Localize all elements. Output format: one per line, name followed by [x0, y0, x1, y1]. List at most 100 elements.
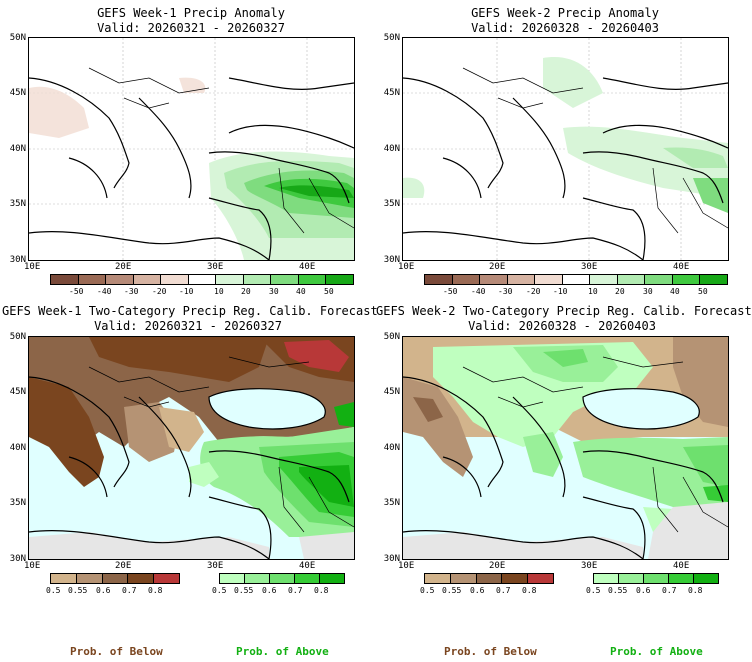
colorbar-label: -50 [443, 287, 458, 296]
panel-bl-title: GEFS Week-1 Two-Category Precip Reg. Cal… [2, 304, 378, 334]
colorbar-swatch [476, 574, 503, 583]
colorbar-label: 0.6 [636, 586, 651, 595]
colorbar-swatch [700, 275, 728, 284]
lon-label: 20E [489, 561, 506, 571]
colorbar-label: 0.5 [420, 586, 435, 595]
colorbar-swatch [452, 275, 481, 284]
lon-label: 30E [207, 262, 224, 272]
colorbar-swatch [188, 275, 217, 284]
colorbar-label: 0.5 [212, 586, 227, 595]
colorbar-label: 0.7 [496, 586, 511, 595]
colorbar-swatch [270, 574, 295, 583]
colorbar-swatch [507, 275, 536, 284]
panel-br-title: GEFS Week-2 Two-Category Precip Reg. Cal… [376, 304, 752, 334]
colorbar-swatch [320, 574, 344, 583]
colorbar-swatch [617, 275, 646, 284]
lat-label: 50N [9, 33, 26, 43]
colorbar-label: 40 [670, 287, 680, 296]
colorbar-swatch [480, 275, 508, 284]
colorbar-swatch [450, 574, 477, 583]
colorbar-label: 40 [296, 287, 306, 296]
colorbar-swatch [216, 275, 244, 284]
colorbar-swatch [535, 275, 563, 284]
panel-br-map [402, 336, 729, 560]
colorbar-swatch [326, 275, 354, 284]
colorbar-swatch [528, 574, 553, 583]
colorbar-label: 20 [241, 287, 251, 296]
lat-label: 40N [383, 144, 400, 154]
colorbar-swatch [502, 574, 529, 583]
lat-label: 35N [383, 498, 400, 508]
colorbar-label: -50 [69, 287, 84, 296]
lon-label: 20E [489, 262, 506, 272]
colorbar-label: 0.6 [262, 586, 277, 595]
panel-tl-title-line2: Valid: 20260321 - 20260327 [97, 21, 285, 35]
colorbar-swatch [669, 574, 694, 583]
panel-tr-title-line1: GEFS Week-2 Precip Anomaly [471, 6, 659, 20]
lon-label: 40E [673, 262, 690, 272]
lat-label: 40N [9, 144, 26, 154]
colorbar-label: 0.5 [46, 586, 61, 595]
colorbar-label: 0.8 [522, 586, 537, 595]
panel-tl-map [28, 37, 355, 261]
colorbar-label: 0.55 [234, 586, 254, 595]
lat-label: 45N [9, 88, 26, 98]
colorbar-label: -20 [526, 287, 541, 296]
colorbar-label: 0.7 [122, 586, 137, 595]
lat-label: 30N [383, 554, 400, 564]
lat-label: 40N [9, 443, 26, 453]
colorbar-label: 0.55 [68, 586, 88, 595]
lon-label: 40E [299, 262, 316, 272]
prob-below-label-br: Prob. of Below [444, 645, 537, 658]
colorbar-swatch [295, 574, 320, 583]
colorbar-label: 0.55 [442, 586, 462, 595]
lon-label: 30E [581, 262, 598, 272]
colorbar-label: 20 [615, 287, 625, 296]
colorbar-swatch [220, 574, 245, 583]
lon-label: 20E [115, 262, 132, 272]
below-colorbar-br [424, 573, 554, 584]
colorbar-swatch [594, 574, 619, 583]
colorbar-label: -20 [152, 287, 167, 296]
lon-label: 30E [207, 561, 224, 571]
colorbar-swatch [102, 574, 129, 583]
colorbar-swatch [161, 275, 189, 284]
colorbar-label: -40 [97, 287, 112, 296]
lat-label: 45N [383, 88, 400, 98]
colorbar-swatch [590, 275, 618, 284]
colorbar-label: 10 [588, 287, 598, 296]
lon-label: 10E [398, 262, 415, 272]
colorbar-swatch [694, 574, 718, 583]
colorbar-label: 10 [214, 287, 224, 296]
colorbar-swatch [133, 275, 162, 284]
colorbar-swatch [154, 574, 179, 583]
colorbar-label: 30 [643, 287, 653, 296]
above-colorbar-br [593, 573, 719, 584]
colorbar-swatch [243, 275, 272, 284]
anomaly-colorbar-tr [424, 274, 728, 285]
lat-label: 50N [9, 332, 26, 342]
lat-label: 50N [383, 332, 400, 342]
colorbar-label: 0.7 [288, 586, 303, 595]
colorbar-swatch [645, 275, 673, 284]
lat-label: 35N [9, 498, 26, 508]
prob-above-label-br: Prob. of Above [610, 645, 703, 658]
colorbar-label: -30 [124, 287, 139, 296]
colorbar-label: 0.7 [662, 586, 677, 595]
lat-label: 30N [383, 255, 400, 265]
colorbar-swatch [106, 275, 134, 284]
panel-tl-title-line1: GEFS Week-1 Precip Anomaly [97, 6, 285, 20]
lat-label: 45N [383, 387, 400, 397]
lon-label: 30E [581, 561, 598, 571]
lon-label: 10E [24, 262, 41, 272]
colorbar-swatch [245, 574, 270, 583]
panel-tr-map [402, 37, 729, 261]
lon-label: 20E [115, 561, 132, 571]
lat-label: 45N [9, 387, 26, 397]
lat-label: 30N [9, 554, 26, 564]
colorbar-swatch [298, 275, 327, 284]
panel-tr-title: GEFS Week-2 Precip Anomaly Valid: 202603… [400, 6, 730, 36]
colorbar-label: 50 [698, 287, 708, 296]
colorbar-label: 0.8 [314, 586, 329, 595]
colorbar-label: -10 [553, 287, 568, 296]
